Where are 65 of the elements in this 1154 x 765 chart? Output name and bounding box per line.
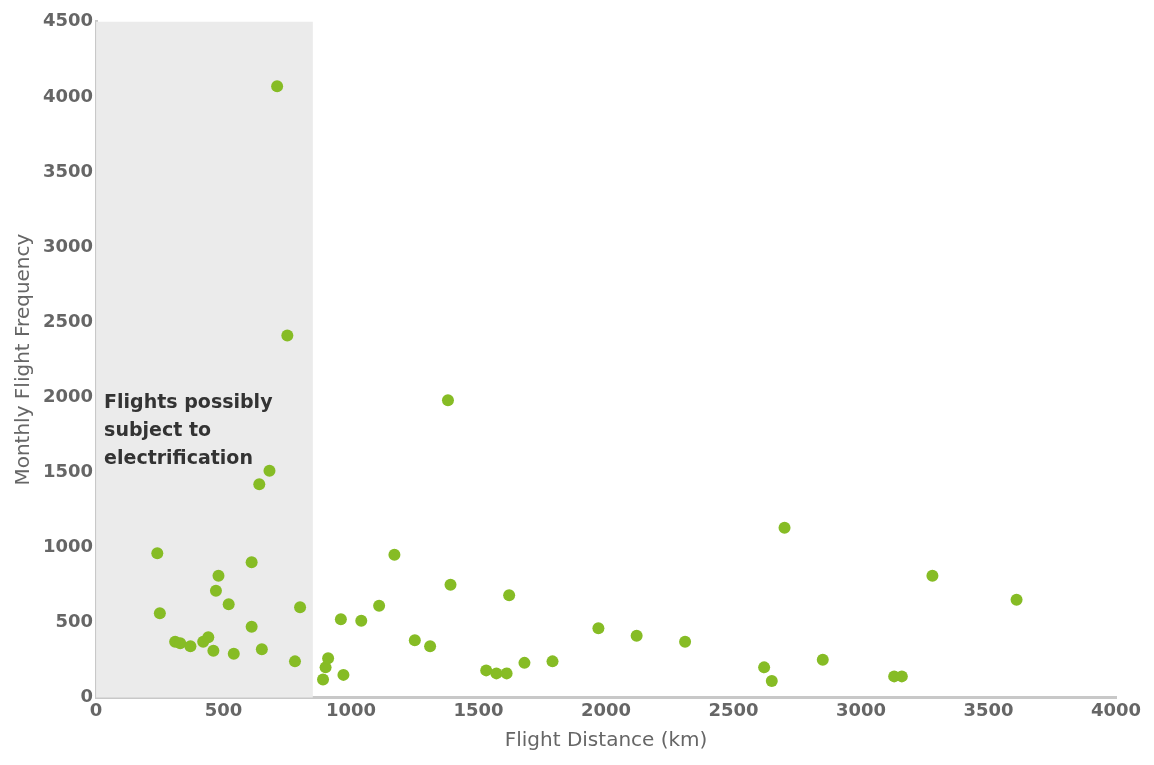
point: [153, 607, 166, 620]
point: [518, 656, 531, 669]
x-tick-label: 1500: [453, 698, 504, 720]
point: [926, 569, 939, 582]
point: [253, 478, 266, 491]
point: [592, 622, 605, 635]
point: [174, 637, 187, 650]
point: [271, 80, 284, 93]
point: [281, 329, 294, 342]
point: [816, 653, 829, 666]
point: [209, 584, 222, 597]
point: [1010, 593, 1023, 606]
point: [778, 521, 791, 534]
point: [245, 620, 258, 633]
y-tick-label: 1000: [42, 534, 94, 556]
point: [373, 599, 386, 612]
point: [288, 655, 301, 668]
point: [222, 598, 235, 611]
point: [630, 629, 643, 642]
x-tick-label: 2500: [708, 698, 759, 720]
point: [758, 661, 771, 674]
point: [424, 640, 437, 653]
point: [255, 643, 268, 656]
point: [207, 644, 220, 657]
y-tick-label: 500: [55, 610, 94, 632]
y-tick-label: 2000: [42, 384, 94, 406]
point: [441, 394, 454, 407]
point: [388, 548, 401, 561]
point: [765, 674, 778, 687]
point: [546, 655, 559, 668]
x-tick-label: 3500: [963, 698, 1014, 720]
point: [408, 634, 421, 647]
point: [503, 589, 516, 602]
y-axis-title: Monthly Flight Frequency: [10, 233, 35, 486]
x-tick-label: 4000: [1090, 698, 1142, 720]
point: [355, 614, 368, 627]
point: [212, 569, 225, 582]
point: [294, 601, 307, 614]
point: [151, 547, 164, 560]
point: [202, 631, 215, 644]
x-tick-label: 1000: [326, 698, 377, 720]
x-tick-label: 2000: [580, 698, 632, 720]
point: [317, 673, 330, 686]
x-tick-label: 3000: [835, 698, 887, 720]
point: [679, 635, 692, 648]
x-tick-label: 500: [204, 698, 243, 720]
point: [322, 652, 335, 665]
point: [337, 668, 350, 681]
point: [334, 613, 347, 626]
y-tick-label: 4000: [42, 84, 94, 106]
y-tick-label: 3000: [42, 234, 94, 256]
point: [184, 640, 197, 653]
point: [480, 664, 493, 677]
point: [444, 578, 457, 591]
x-axis-title: Flight Distance (km): [504, 727, 708, 752]
y-tick-label: 4500: [42, 9, 94, 31]
point: [263, 464, 276, 477]
y-tick-label: 3500: [42, 159, 94, 181]
y-tick-label: 2500: [42, 309, 94, 331]
y-tick-label: 1500: [42, 459, 94, 481]
band-label: Flights possibly subject to electrification: [104, 389, 274, 468]
point: [245, 556, 258, 569]
point: [500, 667, 513, 680]
point: [490, 667, 503, 680]
point: [227, 647, 240, 660]
